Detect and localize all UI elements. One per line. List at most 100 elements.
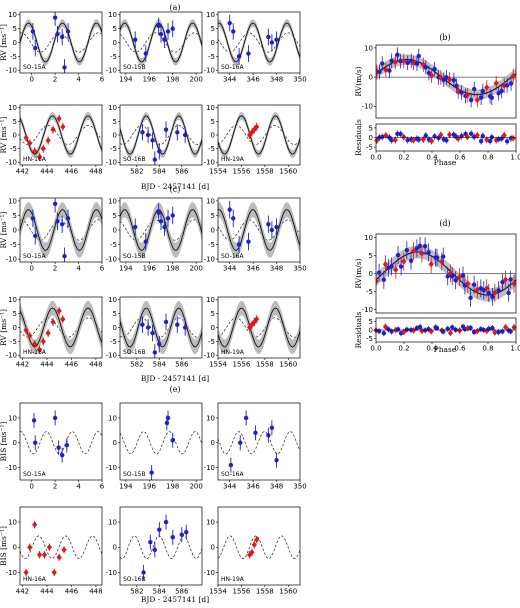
bis-e-ytick-label-0-1: 0 (13, 439, 17, 447)
phase-b-point-10 (405, 60, 410, 66)
phase-d-residual-point-24 (447, 329, 454, 337)
bis-e-xtick-label-4-2: 586 (175, 588, 189, 596)
phase-d-point-6 (393, 266, 399, 274)
phase-b-residual-point-37 (487, 138, 493, 144)
phase-d-point-7 (395, 252, 401, 258)
section-label-d: (d) (439, 219, 450, 228)
rv-a-model-line-4 (120, 115, 202, 155)
phase-b-residual-point-9 (401, 133, 407, 141)
phase-d-point-20 (434, 255, 440, 260)
rv-a-point-2-0 (227, 20, 232, 26)
phase-b-point-39 (493, 80, 499, 87)
phase-d-residual-point-38 (490, 325, 495, 331)
rv-a-xtick-label-2-1: 346 (246, 76, 260, 84)
rv-a-panel-0 (18, 11, 103, 75)
rv-c-point-0-2 (52, 201, 58, 207)
rv-a-dashed-curve-1 (120, 32, 202, 53)
section-label-e: (e) (170, 385, 181, 394)
rv-a-plot-area-0 (20, 12, 102, 73)
rv-a-point-1-3 (158, 31, 164, 37)
phase-b-point-6 (392, 58, 398, 66)
rv-a-point-2-6 (274, 37, 279, 42)
bis-e-xtick-label-3-1: 444 (40, 588, 54, 596)
phase-d-residual-point-42 (502, 324, 509, 331)
rv-c-point-4-3 (152, 350, 158, 355)
rv-a-tag-3: HN-16A (23, 156, 47, 163)
rv-a-point-2-1 (231, 29, 236, 34)
phase-b-point-3 (383, 66, 389, 73)
rv-c-point-1-3 (158, 219, 164, 224)
bis-e-point-0-5 (64, 443, 70, 448)
rv-c-point-3-7 (56, 307, 62, 315)
rv-c-ytick-label-0-4: -10 (6, 255, 17, 263)
phase-b-residual-point-24 (446, 131, 453, 138)
phase-d-residual-point-1 (376, 328, 382, 334)
rv-a-point-0-0 (30, 29, 36, 34)
rv-c-ytick-label-3-0: 10 (8, 296, 17, 304)
rv-a-ytick-label-3-0: 10 (8, 104, 17, 112)
phase-b-xtick-label-4: 0.8 (482, 154, 493, 162)
phase-d-point-14 (417, 243, 423, 249)
rv-a-point-4-3 (152, 157, 158, 162)
rv-a-point-3-8 (60, 123, 66, 131)
bis-e-point-4-4 (163, 519, 169, 525)
rv-a-xtick-label-4-1: 584 (153, 168, 167, 176)
rv-c-ytick-label-0-0: 10 (8, 197, 17, 205)
bis-e-ytick-label-1-2: -10 (106, 464, 117, 472)
rv-c-ytick-label-4-3: -5 (110, 338, 117, 346)
rv-a-ylabel-0: RV [ms⁻¹] (0, 24, 8, 61)
rv-c-dashed-curve-3 (20, 317, 102, 338)
rv-a-ytick-label-1-3: -5 (110, 53, 117, 61)
rv-c-ytick-label-3-1: 5 (13, 310, 17, 318)
rv-a-plot-area-2 (218, 14, 300, 66)
rv-c-ytick-label-4-4: -10 (106, 352, 117, 360)
rv-a-ytick-label-5-0: 10 (206, 104, 215, 112)
phase-b-point-31 (468, 97, 474, 103)
phase-b-residual-ytick-label-0: 5 (369, 124, 373, 132)
rv-a-xtick-label-0-3: 6 (100, 76, 105, 84)
phase-d-point-26 (453, 278, 458, 283)
rv-c-point-3-4 (40, 338, 46, 345)
bis-e-point-2-2 (243, 415, 249, 421)
phase-b-residual-point-5 (389, 137, 394, 143)
rv-c-panel-1 (118, 197, 203, 264)
rv-a-ytick-label-2-2: 0 (211, 39, 215, 47)
phase-d-xtick-label-1: 0.2 (398, 345, 409, 353)
bis-e-ytick-label-1-1: 0 (113, 439, 117, 447)
rv-a-model-band-4 (120, 112, 202, 158)
rv-c-tag-4: SO-16B (123, 349, 146, 356)
rv-a-point-2-3 (246, 51, 251, 56)
phase-d-point-2 (381, 277, 387, 283)
rv-a-ytick-label-0-0: 10 (8, 11, 17, 19)
phase-d-point-0 (376, 278, 379, 285)
rv-a-panel-4 (118, 104, 203, 167)
phase-b-point-45 (510, 72, 516, 80)
rv-a-xtick-label-0-1: 2 (53, 76, 57, 84)
bis-e-frame-1 (119, 402, 203, 481)
rv-c-model-line-1 (120, 209, 202, 251)
rv-a-point-5-3 (254, 123, 260, 131)
rv-c-xtick-label-0-3: 6 (100, 265, 105, 273)
phase-d-ylabel: RV(m/s) (354, 258, 363, 288)
rv-a-xtick-label-5-2: 1558 (256, 168, 274, 176)
bis-e-xtick-label-5-3: 1560 (279, 588, 297, 596)
phase-b-residual-point-0 (374, 137, 380, 144)
rv-a-panel-2 (216, 11, 301, 75)
rv-c-xtick-label-0-0: 0 (29, 265, 33, 273)
phase-b-point-25 (451, 77, 457, 83)
rv-c-point-1-0 (133, 224, 138, 230)
phase-d-point-5 (389, 264, 394, 269)
bis-e-point-3-2 (32, 521, 38, 528)
rv-c-point-0-4 (59, 221, 65, 227)
phase-d-point-3 (382, 261, 389, 268)
phase-d-residual-point-22 (441, 329, 446, 334)
rv-c-ytick-label-2-0: 10 (206, 197, 215, 205)
phase-b-point-26 (454, 83, 459, 89)
phase-d-xtick-label-4: 0.8 (482, 345, 493, 353)
phase-b-point-1 (377, 69, 382, 75)
bis-e-point-0-3 (56, 445, 61, 450)
phase-b-point-36 (484, 84, 490, 91)
bis-e-plot-area-3 (20, 520, 102, 577)
bis-e-plot-area-1 (120, 410, 202, 480)
